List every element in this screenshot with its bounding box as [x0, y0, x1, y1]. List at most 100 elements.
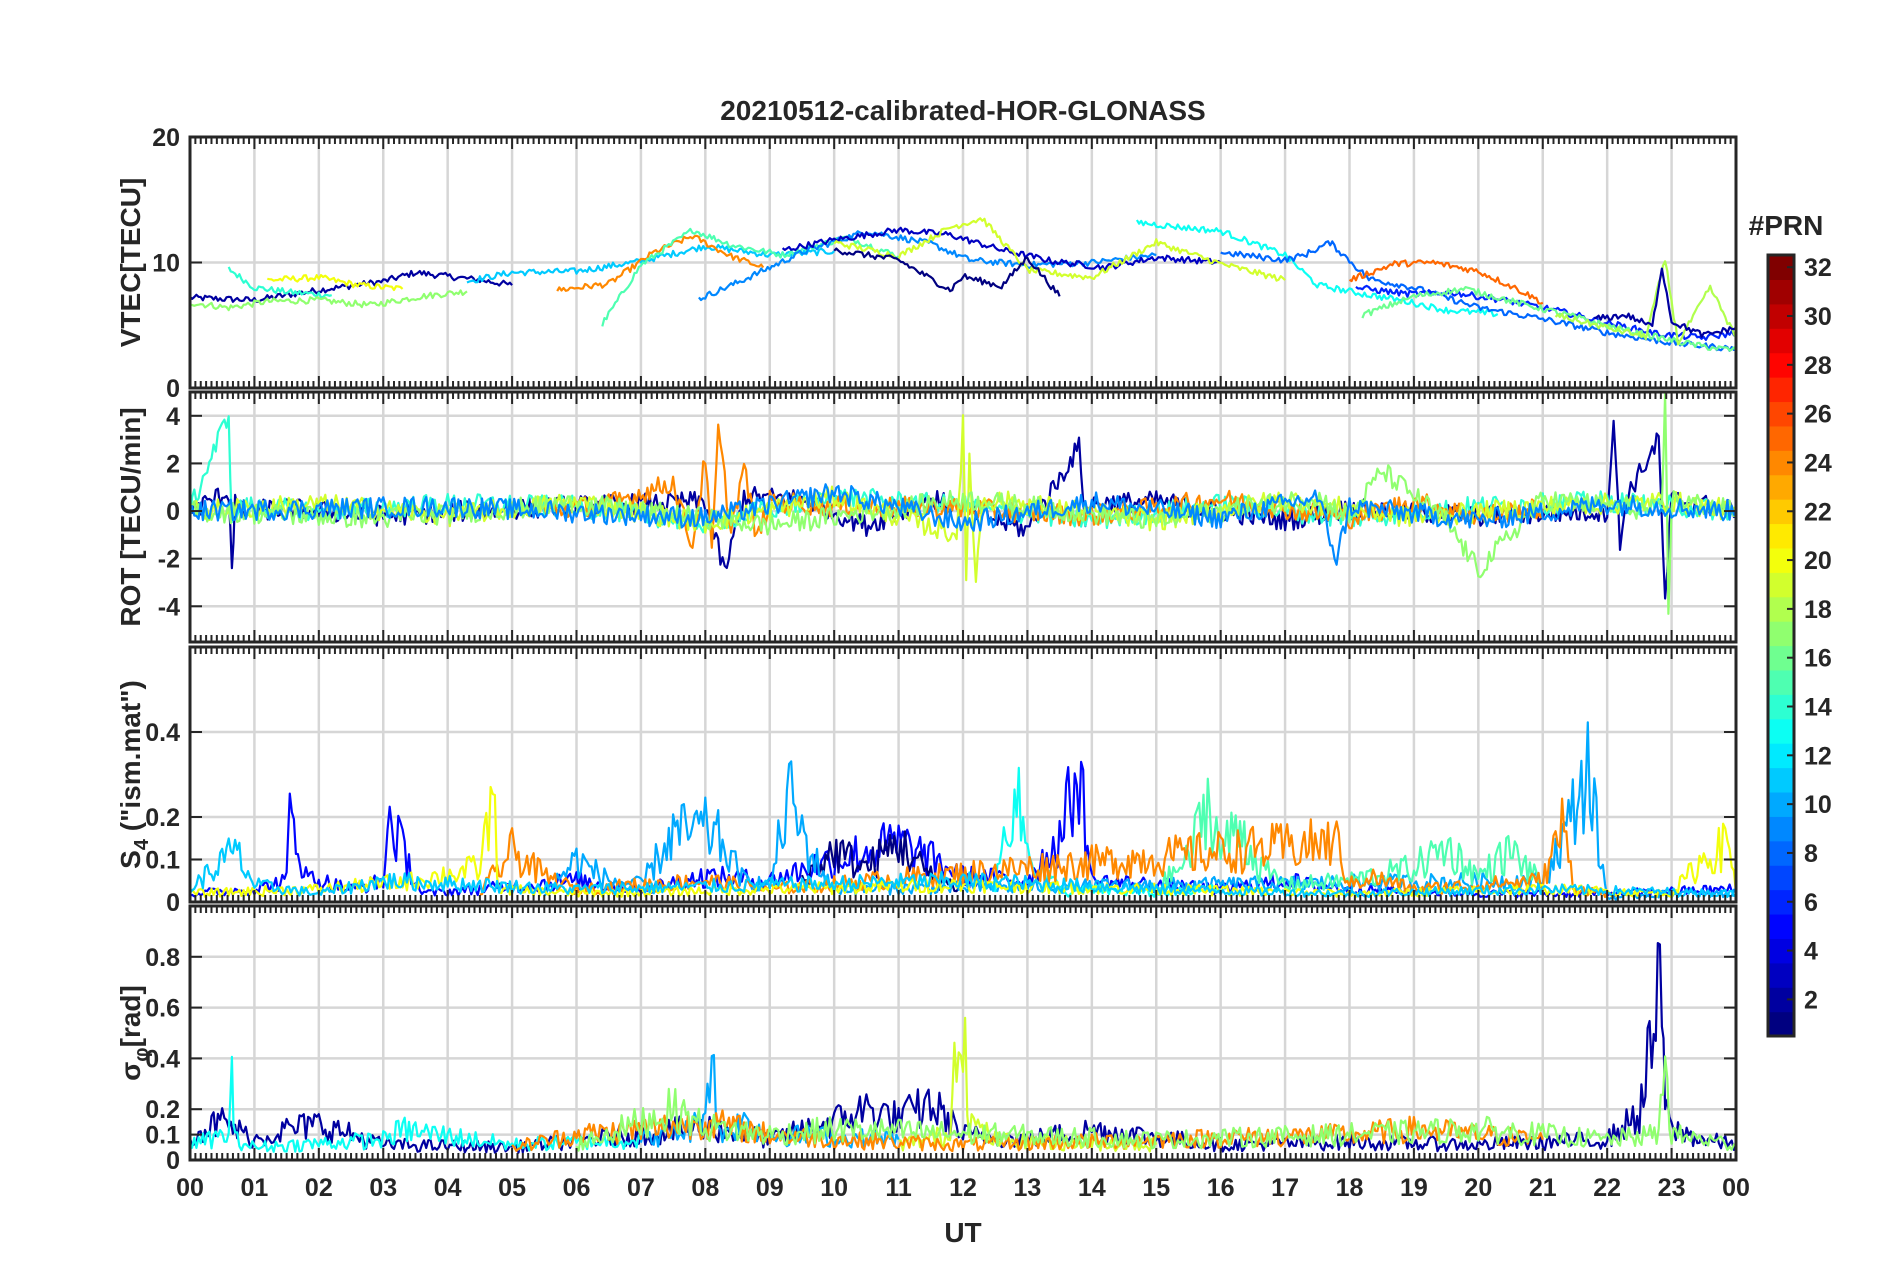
- x-tick-label: 03: [369, 1174, 397, 1202]
- y-tick-label: 0.4: [145, 1045, 180, 1073]
- y-axis-label: S4 ("ism.mat"): [115, 680, 153, 869]
- y-axis-label-main: S: [115, 850, 146, 869]
- series-prn-1: [833, 247, 1061, 297]
- colorbar-tick-label: 22: [1804, 498, 1832, 526]
- colorbar-tick-label: 8: [1804, 840, 1818, 868]
- colorbar-segment: [1768, 718, 1794, 744]
- colorbar-frame: [1766, 253, 1796, 1038]
- colorbar-tick-label: 32: [1804, 254, 1832, 282]
- colorbar-tick-label: 16: [1804, 645, 1832, 673]
- x-tick-label: 23: [1658, 1174, 1686, 1202]
- colorbar-tick-label: 6: [1804, 889, 1818, 917]
- y-tick-label: 0: [166, 498, 180, 526]
- panel-sigma: 00.10.2 0.4 0.6 0.8 σφ[rad]: [115, 904, 1738, 1175]
- x-tick-label: 12: [949, 1174, 977, 1202]
- panel-series-group: [190, 942, 1736, 1154]
- colorbar-title: #PRN: [1749, 210, 1824, 241]
- colorbar-tick-label: 30: [1804, 303, 1832, 331]
- x-tick-label: 20: [1464, 1174, 1492, 1202]
- colorbar-tick-label: 12: [1804, 742, 1832, 770]
- x-tick-label: 07: [627, 1174, 655, 1202]
- x-tick-label: 16: [1207, 1174, 1235, 1202]
- series-prn-9: [190, 483, 1736, 566]
- series-prn-24: [556, 234, 765, 292]
- y-tick-label: 0: [166, 375, 180, 403]
- x-tick-label: 11: [885, 1174, 912, 1202]
- x-tick-label: 13: [1014, 1174, 1042, 1202]
- colorbar-segment: [1768, 865, 1794, 891]
- x-axis-label: UT: [944, 1217, 981, 1248]
- x-tick-label: 00: [176, 1174, 204, 1202]
- x-tick-label: 08: [691, 1174, 719, 1202]
- x-tick-label: 00: [1722, 1174, 1750, 1202]
- colorbar-tick-label: 4: [1804, 938, 1818, 966]
- y-tick-label: 2: [166, 450, 180, 478]
- chart-title: 20210512-calibrated-HOR-GLONASS: [720, 95, 1206, 126]
- colorbar-segment: [1768, 962, 1794, 988]
- y-tick-label: 10: [152, 250, 180, 278]
- series-prn-20: [267, 274, 404, 292]
- x-tick-label: 19: [1400, 1174, 1428, 1202]
- colorbar-segment: [1768, 767, 1794, 793]
- x-tick-label: 21: [1529, 1174, 1557, 1202]
- y-axis-label-rest: ("ism.mat"): [115, 680, 146, 839]
- series-prn-25: [1348, 259, 1544, 305]
- x-tick-label: 15: [1142, 1174, 1170, 1202]
- y-axis-label-subscript: 4: [131, 838, 153, 850]
- y-tick-label: 0.1: [145, 1122, 180, 1150]
- y-tick-label: -4: [158, 593, 180, 621]
- y-axis-label-rest: [rad]: [115, 985, 146, 1047]
- panel-rot: -4 -2 0 2 4 ROT [TECU/min]: [115, 390, 1738, 644]
- series-prn-17: [190, 289, 468, 312]
- series-prn-3: [781, 226, 1222, 272]
- panel-series-group: [190, 217, 1736, 352]
- x-tick-label: 09: [756, 1174, 784, 1202]
- x-tick-label: 05: [498, 1174, 526, 1202]
- x-tick-label: 10: [820, 1174, 848, 1202]
- series-prn-2: [190, 269, 513, 303]
- y-axis-label: σφ[rad]: [115, 985, 153, 1081]
- colorbar-segment: [1768, 523, 1794, 549]
- colorbar-tick-label: 20: [1804, 547, 1832, 575]
- x-tick-label: 14: [1078, 1174, 1106, 1202]
- colorbar-tick-label: 26: [1804, 401, 1832, 429]
- series-prn-18: [1554, 260, 1736, 346]
- y-axis-label-main: σ: [115, 1062, 146, 1081]
- colorbar-tick-label: 2: [1804, 986, 1818, 1014]
- colorbar-segment: [1768, 425, 1794, 451]
- y-tick-label: 0.2: [145, 804, 180, 832]
- colorbar-segment: [1768, 621, 1794, 647]
- y-tick-label: 20: [152, 124, 180, 152]
- colorbar-segment: [1768, 669, 1794, 695]
- y-tick-label: 0.4: [145, 719, 180, 747]
- x-tick-label: 06: [563, 1174, 591, 1202]
- y-axis-label: ROT [TECU/min]: [115, 407, 146, 626]
- series-prn-2: [1593, 267, 1736, 338]
- colorbar-tick-label: 28: [1804, 352, 1832, 380]
- colorbar-segment: [1768, 328, 1794, 354]
- series-prn-14: [227, 266, 333, 299]
- x-tick-label: 18: [1336, 1174, 1364, 1202]
- x-axis: 00 01 02 03 04 05 06 07 08 09 10 11 12 13 14 15 16 17 18 19…: [176, 1174, 1750, 1202]
- series-prn-13: [1135, 219, 1499, 318]
- x-tick-label: 04: [434, 1174, 462, 1202]
- y-axis-label-subscript: φ: [131, 1047, 153, 1061]
- y-tick-label: 0.8: [145, 944, 180, 972]
- colorbar-tick-label: 10: [1804, 791, 1832, 819]
- y-tick-label: 0.1: [145, 847, 180, 875]
- x-tick-label: 17: [1271, 1174, 1299, 1202]
- y-tick-label: 0: [166, 1147, 180, 1175]
- colorbar: 32 30 28 26 24 22 20 18 16 14 12 10 8 6 4 2: [1766, 253, 1832, 1038]
- colorbar-segment: [1768, 572, 1794, 598]
- y-axis-label: VTEC[TECU]: [115, 178, 146, 348]
- colorbar-segment: [1768, 816, 1794, 842]
- y-tick-label: 0.6: [145, 995, 180, 1023]
- panel-s4: 00.10.20.4S4 ("ism.mat"): [115, 645, 1738, 917]
- series-prn-8: [1220, 240, 1736, 352]
- series-prn-11: [190, 837, 1736, 899]
- y-tick-label: 4: [166, 403, 180, 431]
